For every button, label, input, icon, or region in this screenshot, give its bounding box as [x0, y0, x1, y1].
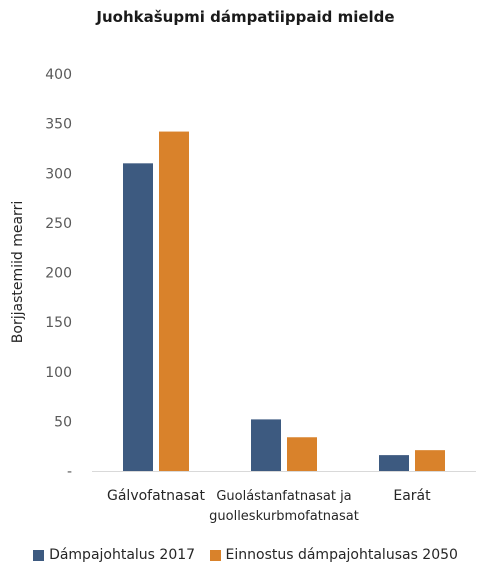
y-tick-label: 200	[45, 266, 72, 282]
bar-2017	[123, 163, 153, 471]
x-category-label: Gálvofatnasat	[107, 488, 205, 504]
y-tick-label: 350	[45, 117, 72, 133]
y-tick-label: -	[67, 464, 72, 480]
y-tick-label: 100	[45, 365, 72, 381]
legend-label-2017: Dámpajohtalus 2017	[49, 547, 196, 563]
legend: Dámpajohtalus 2017 Einnostus dámpajohtal…	[0, 547, 491, 565]
chart-title: Juohkašupmi dámpatiippaid mielde	[96, 8, 395, 26]
bar-2050	[159, 131, 189, 471]
legend-item-2017: Dámpajohtalus 2017	[33, 547, 195, 563]
legend-swatch-2017	[33, 549, 45, 561]
x-category-label: Earát	[393, 488, 431, 504]
y-tick-label: 150	[45, 315, 72, 331]
bar-2050	[415, 450, 445, 471]
legend-label-2050: Einnostus dámpajohtalusas 2050	[225, 547, 458, 563]
y-tick-label: 50	[54, 414, 72, 430]
bar-2017	[379, 455, 409, 471]
bar-2050	[287, 437, 317, 471]
x-category-label: Guolástanfatnasat ja guolleskurbmofatnasa…	[209, 489, 359, 524]
legend-item-2050: Einnostus dámpajohtalusas 2050	[209, 547, 458, 563]
y-tick-label: 400	[45, 67, 72, 83]
y-tick-label: 300	[45, 166, 72, 182]
bar-2017	[251, 419, 281, 471]
y-tick-label: 250	[45, 216, 72, 232]
legend-swatch-2050	[209, 549, 221, 561]
